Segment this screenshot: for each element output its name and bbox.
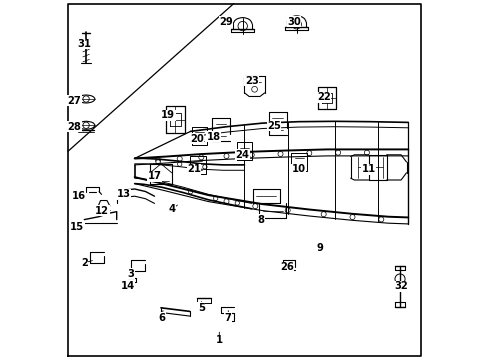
Circle shape — [238, 21, 247, 31]
Circle shape — [291, 19, 301, 29]
Circle shape — [156, 160, 160, 164]
Text: 3: 3 — [127, 269, 134, 279]
Circle shape — [199, 155, 203, 160]
Text: 2: 2 — [81, 258, 87, 268]
Circle shape — [306, 150, 311, 156]
Text: 5: 5 — [197, 303, 204, 313]
Text: 18: 18 — [206, 132, 221, 142]
Circle shape — [177, 162, 182, 166]
Circle shape — [224, 153, 228, 159]
Text: 22: 22 — [316, 92, 330, 102]
Text: 8: 8 — [257, 215, 264, 225]
Text: 17: 17 — [147, 171, 161, 181]
Text: 14: 14 — [120, 281, 134, 291]
Text: 32: 32 — [393, 281, 407, 291]
Text: 19: 19 — [161, 110, 175, 120]
Circle shape — [235, 201, 239, 205]
Text: 25: 25 — [266, 121, 281, 131]
Circle shape — [249, 152, 254, 157]
Text: 29: 29 — [219, 17, 232, 27]
Text: 31: 31 — [77, 39, 91, 49]
Text: 7: 7 — [224, 312, 231, 323]
Text: 28: 28 — [67, 122, 81, 132]
Text: 10: 10 — [291, 164, 305, 174]
Text: 15: 15 — [70, 222, 84, 232]
Text: 13: 13 — [117, 189, 131, 199]
Text: 27: 27 — [67, 96, 81, 106]
Circle shape — [286, 263, 290, 267]
Text: 30: 30 — [287, 17, 301, 27]
Circle shape — [252, 204, 257, 209]
Text: 1: 1 — [215, 335, 223, 345]
Text: 24: 24 — [235, 150, 249, 160]
Circle shape — [188, 190, 192, 194]
Circle shape — [335, 150, 340, 155]
Text: 12: 12 — [95, 206, 109, 216]
Circle shape — [321, 212, 325, 217]
Circle shape — [83, 122, 89, 129]
Circle shape — [224, 199, 228, 204]
Text: 16: 16 — [72, 191, 86, 201]
Circle shape — [349, 215, 354, 220]
Text: 4: 4 — [168, 204, 176, 214]
Ellipse shape — [77, 95, 95, 103]
Circle shape — [378, 217, 383, 222]
Circle shape — [203, 165, 206, 169]
Circle shape — [177, 156, 182, 161]
Text: 9: 9 — [316, 243, 323, 253]
Text: 21: 21 — [187, 164, 201, 174]
Ellipse shape — [77, 121, 95, 129]
Circle shape — [394, 274, 404, 284]
Circle shape — [155, 158, 160, 163]
Circle shape — [83, 96, 89, 102]
Circle shape — [251, 86, 257, 92]
Circle shape — [277, 152, 283, 157]
Circle shape — [285, 208, 289, 213]
Text: 11: 11 — [361, 164, 375, 174]
Text: 23: 23 — [244, 76, 258, 86]
Text: 20: 20 — [190, 134, 203, 144]
Circle shape — [364, 150, 368, 155]
Text: 26: 26 — [280, 262, 293, 272]
Text: 6: 6 — [158, 312, 165, 323]
Circle shape — [213, 196, 218, 201]
